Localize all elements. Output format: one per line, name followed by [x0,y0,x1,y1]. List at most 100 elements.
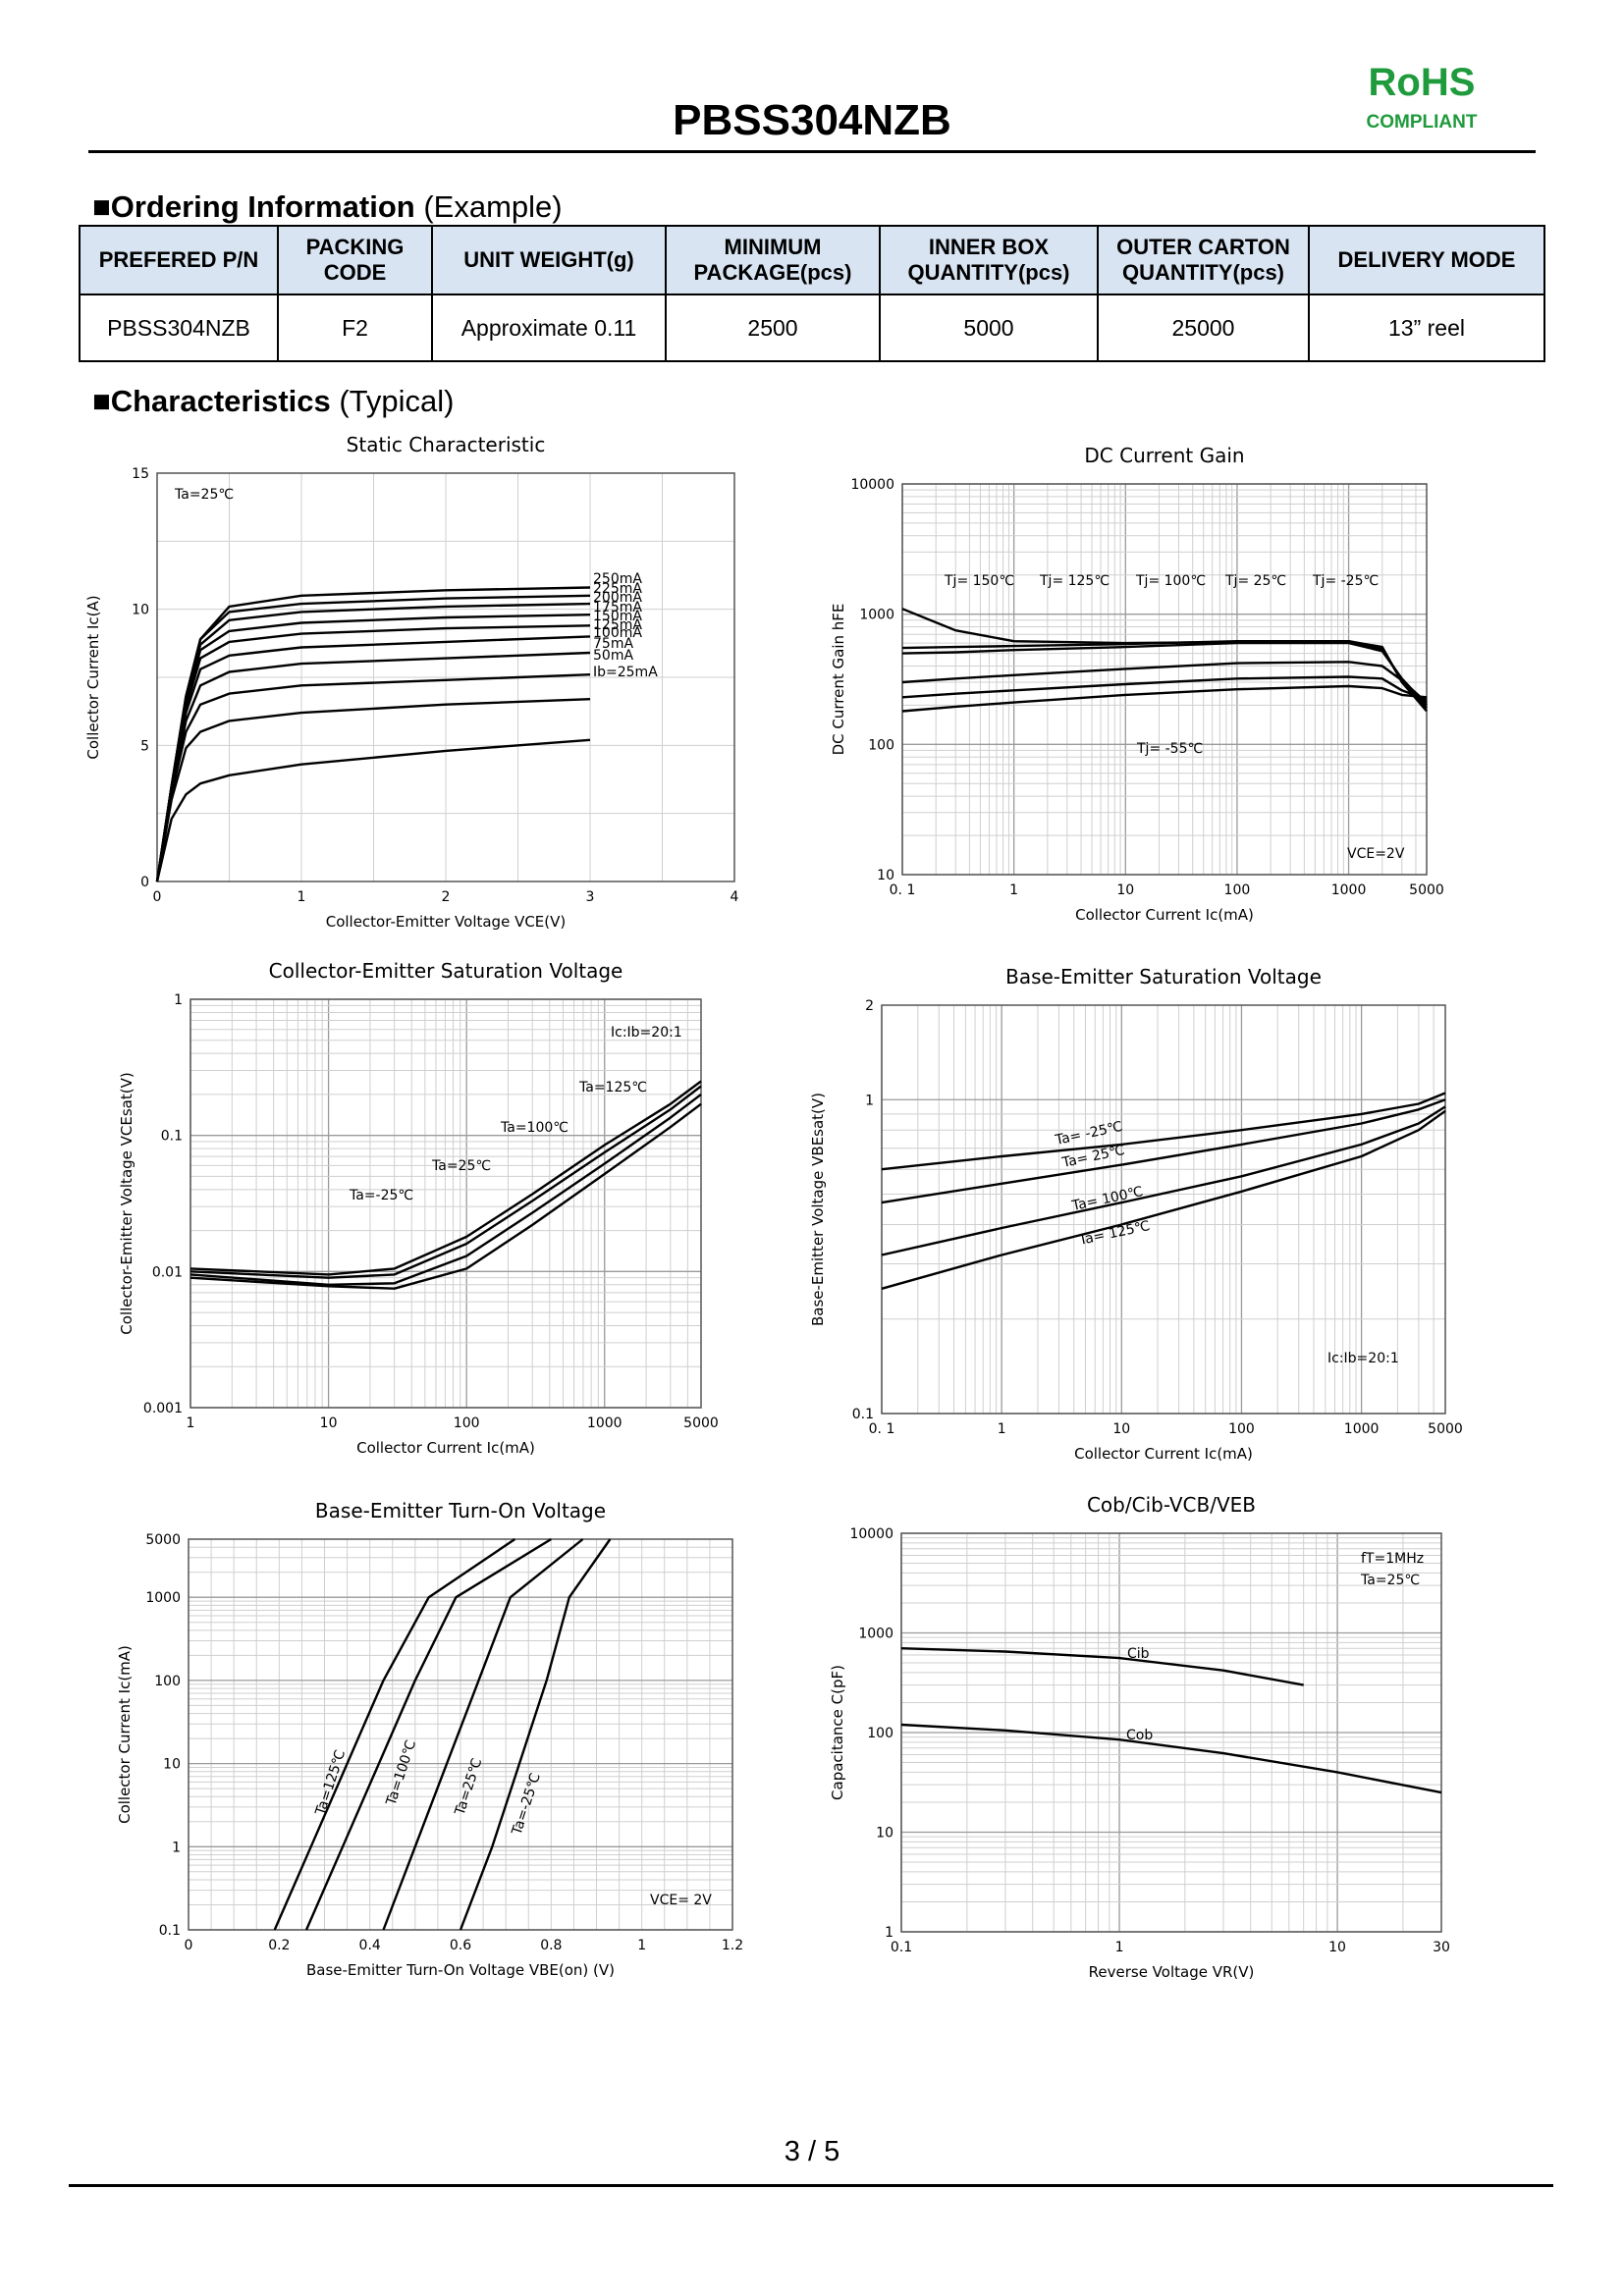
y-tick-label: 0.1 [852,1407,874,1422]
series-line [901,641,1428,707]
y-tick-label: 0 [140,875,149,890]
ordering-header-row: PREFERED P/N PACKING CODE UNIT WEIGHT(g)… [79,225,1545,295]
x-tick-label: 1 [187,1415,195,1431]
x-tick-label: 4 [731,889,739,905]
series-line [189,1093,702,1287]
col-header: OUTER CARTON QUANTITY(pcs) [1097,225,1310,295]
series-line [881,1105,1446,1256]
y-tick-label: 100 [867,1726,893,1741]
x-tick-label: 2 [442,889,451,905]
y-tick-label: 1 [172,1840,181,1855]
y-tick-label: 10 [876,1826,893,1842]
rohs-compliant-label: COMPLIANT [1366,112,1478,133]
chart-annotation: Ta=25℃ [1360,1573,1420,1588]
x-axis-label: Collector Current Ic(mA) [1074,1445,1253,1463]
plot-frame [156,472,735,882]
plot-frame [900,1532,1442,1933]
x-tick-label: 1 [1115,1940,1124,1955]
table-cell: 13” reel [1308,294,1545,362]
x-tick-label: 10 [320,1415,338,1431]
chart-annotation: fT=1MHz [1361,1551,1424,1567]
x-tick-label: 10 [1328,1940,1346,1955]
y-axis-label: Collector Current Ic(mA) [116,1645,134,1824]
plot-frame [881,1004,1446,1415]
table-cell: Approximate 0.11 [431,294,667,362]
chart-annotation: VCE=2V [1347,846,1405,862]
characteristics-heading: ■Characteristics (Typical) [92,384,455,418]
x-axis-label: Reverse Voltage VR(V) [1089,1963,1255,1981]
chart-title: DC Current Gain [1084,444,1244,467]
y-tick-label: 5000 [145,1532,181,1548]
x-axis-label: Collector-Emitter Voltage VCE(V) [326,913,567,931]
x-tick-label: 1000 [587,1415,623,1431]
series-line [900,1647,1304,1686]
series-line [155,698,591,882]
table-cell: PBSS304NZB [79,294,279,362]
series-line [881,1092,1446,1171]
y-tick-label: 0.1 [159,1923,181,1939]
footer-rule [69,2184,1553,2187]
series-label: Cob [1126,1728,1153,1743]
x-tick-label: 0.4 [359,1938,381,1953]
series-line [901,675,1428,702]
y-tick-label: 5 [140,738,149,754]
series-line [901,684,1428,713]
series-line [382,1538,584,1931]
x-tick-label: 100 [1224,882,1251,898]
col-header: PREFERED P/N [79,225,279,295]
series-line [155,738,591,882]
y-tick-label: 15 [132,466,149,482]
ordering-heading: ■Ordering Information (Example) [92,189,563,224]
chart-title: Cob/Cib-VCB/VEB [1087,1493,1256,1517]
y-tick-label: 0.1 [161,1129,183,1145]
series-label: 225mA [593,581,642,597]
series-label: Ta=-25℃ [349,1188,413,1203]
series-label: Tj= 100℃ [1135,573,1206,589]
chart-annotation: Ic:Ib=20:1 [1327,1351,1399,1366]
x-tick-label: 5000 [1409,882,1444,898]
series-line [459,1538,612,1931]
x-tick-label: 0.8 [540,1938,562,1953]
chart-annotation: VCE= 2V [650,1893,712,1908]
series-label: 125mA [593,617,642,633]
series-label: Ta=100℃ [500,1120,568,1136]
series-label: 250mA [593,571,642,587]
chart-annotation: Ta=25℃ [174,487,234,503]
y-tick-label: 0.01 [152,1264,183,1280]
series-line [881,1098,1446,1204]
series-line [189,1085,702,1279]
y-tick-label: 10000 [850,477,894,493]
series-label: Tj= 125℃ [1039,573,1110,589]
series-line [189,1102,702,1290]
x-tick-label: 0. 1 [890,882,916,898]
series-label: 150mA [593,609,642,624]
plot-frame [901,483,1428,876]
page-number: 3 / 5 [784,2136,840,2167]
chart-title: Base-Emitter Turn-On Voltage [315,1499,606,1522]
series-line [273,1538,516,1931]
series-label: 75mA [593,636,633,652]
x-tick-label: 1 [998,1421,1006,1437]
x-tick-label: 3 [586,889,595,905]
col-header: DELIVERY MODE [1308,225,1545,295]
series-label: Tj= -25℃ [1312,573,1379,589]
y-tick-label: 1 [885,1925,893,1941]
y-axis-label: Collector Current Ic(A) [84,595,102,759]
series-label: Tj= -55℃ [1136,741,1203,757]
series-label: Ta=25℃ [431,1158,491,1174]
y-tick-label: 2 [865,998,874,1014]
table-cell: F2 [277,294,433,362]
x-tick-label: 30 [1433,1940,1450,1955]
series-label: 100mA [593,625,642,641]
x-tick-label: 0.6 [450,1938,471,1953]
y-tick-label: 1000 [858,1627,893,1642]
x-axis-label: Collector Current Ic(mA) [356,1439,535,1457]
series-label: Ta=125℃ [578,1080,647,1095]
rohs-logo: RoHS [1368,61,1476,104]
series-label: Ib=25mA [593,665,658,680]
y-tick-label: 10 [163,1757,181,1773]
y-tick-label: 100 [868,737,894,753]
